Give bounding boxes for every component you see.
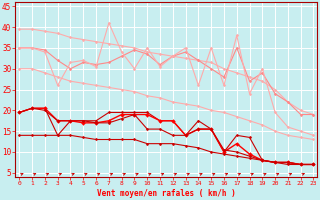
X-axis label: Vent moyen/en rafales ( km/h ): Vent moyen/en rafales ( km/h ) — [97, 189, 236, 198]
